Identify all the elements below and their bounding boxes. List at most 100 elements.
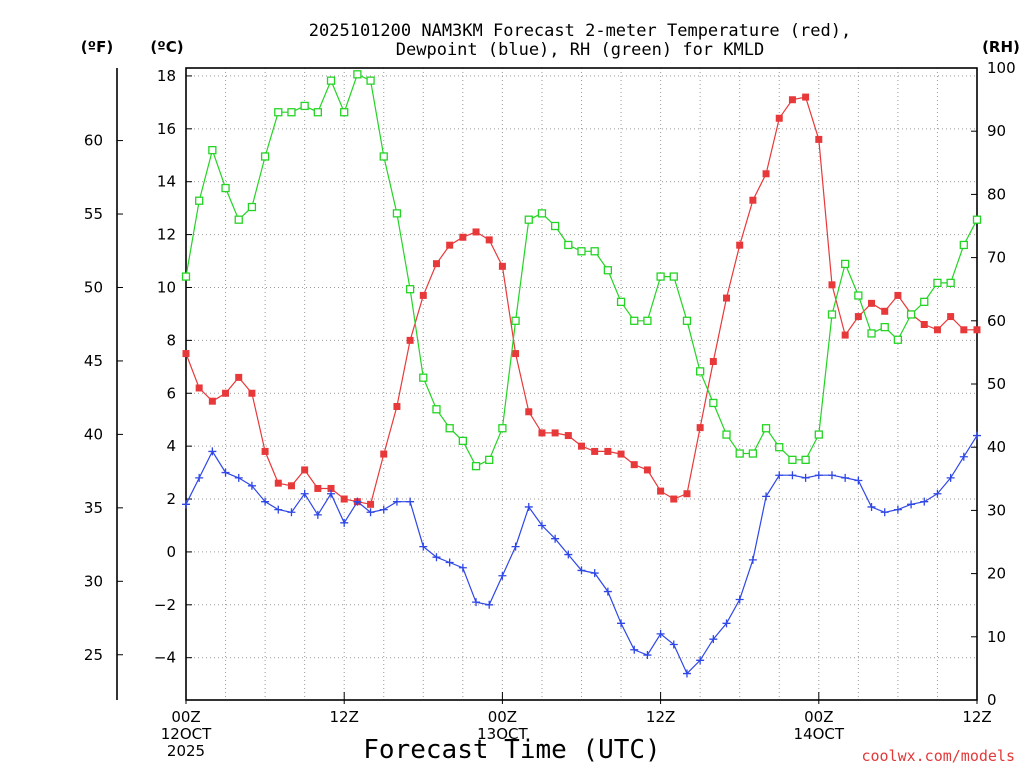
temperature-point	[551, 429, 559, 437]
temperature-point	[815, 135, 823, 143]
dewpoint-point	[907, 500, 916, 509]
dewpoint-point	[445, 558, 454, 567]
celsius-tick-label: 14	[157, 173, 176, 191]
temperature-point	[591, 447, 599, 455]
rh-tick-label: 70	[987, 249, 1006, 267]
rh-point	[195, 196, 204, 205]
dewpoint-point	[406, 497, 415, 506]
rh-point	[221, 183, 230, 193]
fahrenheit-tick-label: 45	[84, 352, 103, 370]
temperature-point	[222, 389, 230, 397]
dewpoint-point	[867, 502, 876, 511]
temperature-point	[868, 299, 876, 307]
celsius-tick-label: 16	[157, 120, 176, 138]
dewpoint-point	[327, 489, 336, 498]
x-tick-label: 14OCT	[794, 725, 845, 743]
rh-point	[748, 449, 758, 458]
rh-point	[511, 316, 520, 325]
temperature-point	[762, 170, 770, 178]
rh-point	[300, 101, 309, 111]
rh-tick-label: 90	[987, 122, 1006, 140]
temperature-point	[485, 236, 493, 244]
temperature-point	[564, 432, 572, 440]
temperature-point	[261, 447, 269, 455]
dewpoint-point	[195, 473, 204, 482]
rh-point	[208, 146, 217, 155]
celsius-tick-label: 8	[166, 331, 176, 349]
rh-point	[709, 398, 718, 408]
rh-point	[392, 209, 402, 218]
fahrenheit-tick-label: 60	[84, 132, 103, 150]
celsius-tick-label: 2	[166, 490, 176, 508]
temperature-point	[920, 321, 928, 329]
dewpoint-point	[748, 555, 757, 564]
rh-point	[827, 310, 837, 319]
dewpoint-point	[643, 651, 652, 660]
dewpoint-point	[261, 497, 270, 506]
rh-point	[920, 297, 929, 306]
rh-point	[234, 215, 243, 224]
temperature-point	[657, 487, 665, 495]
rh-point	[933, 278, 942, 288]
temperature-point	[894, 291, 902, 299]
temperature-point	[828, 281, 836, 289]
dewpoint-point	[524, 502, 533, 511]
dewpoint-point	[234, 473, 243, 482]
temperature-point	[696, 424, 704, 432]
temperature-point	[947, 313, 955, 321]
rh-point	[801, 455, 810, 464]
temperature-point	[235, 373, 243, 381]
grid	[186, 68, 977, 700]
fahrenheit-tick-label: 50	[84, 278, 103, 296]
rh-point	[366, 76, 375, 85]
rh-point	[498, 424, 507, 433]
rh-point	[972, 215, 982, 224]
rh-tick-label: 30	[987, 501, 1006, 519]
rh-point	[524, 215, 533, 224]
rh-point	[656, 272, 665, 281]
rh-point	[867, 329, 876, 338]
rh-point	[880, 322, 889, 332]
temperature-point	[301, 466, 309, 474]
rh-point	[485, 455, 494, 464]
dewpoint-point	[880, 508, 889, 517]
temperature-point	[208, 397, 216, 405]
rh-point	[669, 272, 678, 281]
temperature-point	[419, 291, 427, 299]
rh-tick-label: 20	[987, 565, 1006, 583]
rh-point	[814, 430, 823, 439]
rh-point	[643, 316, 652, 325]
celsius-tick-label: 12	[157, 226, 176, 244]
temperature-point	[709, 358, 717, 366]
dewpoint-point	[221, 468, 230, 477]
dewpoint-point	[353, 497, 362, 506]
dewpoint-point	[564, 550, 573, 559]
dewpoint-point	[208, 447, 217, 456]
temperature-point	[881, 307, 889, 315]
series-rh	[181, 70, 982, 471]
x-tick-label: 12Z	[330, 708, 359, 726]
dewpoint-point	[472, 598, 481, 607]
rh-point	[340, 108, 349, 117]
dewpoint-point	[590, 569, 599, 578]
rh-point	[775, 443, 784, 452]
temperature-point	[854, 313, 862, 321]
temperature-point	[578, 442, 585, 450]
dewpoint-point	[498, 571, 507, 580]
dewpoint-point	[247, 481, 256, 490]
dewpoint-point	[656, 629, 665, 638]
series-dewpoint	[182, 431, 981, 678]
rh-point	[313, 108, 322, 117]
dewpoint-point	[762, 492, 771, 501]
temperature-point	[617, 450, 625, 458]
dewpoint-point	[630, 645, 639, 654]
celsius-tick-label: −2	[154, 596, 176, 614]
rh-point	[603, 266, 613, 275]
x-tick-label: 00Z	[488, 708, 517, 726]
chart-title-line-2: Dewpoint (blue), RH (green) for KMLD	[396, 40, 764, 60]
dewpoint-point	[946, 473, 955, 482]
dewpoint-point	[182, 500, 190, 509]
temperature-point	[525, 408, 533, 416]
dewpoint-point	[551, 534, 560, 543]
temperature-point	[274, 479, 282, 487]
